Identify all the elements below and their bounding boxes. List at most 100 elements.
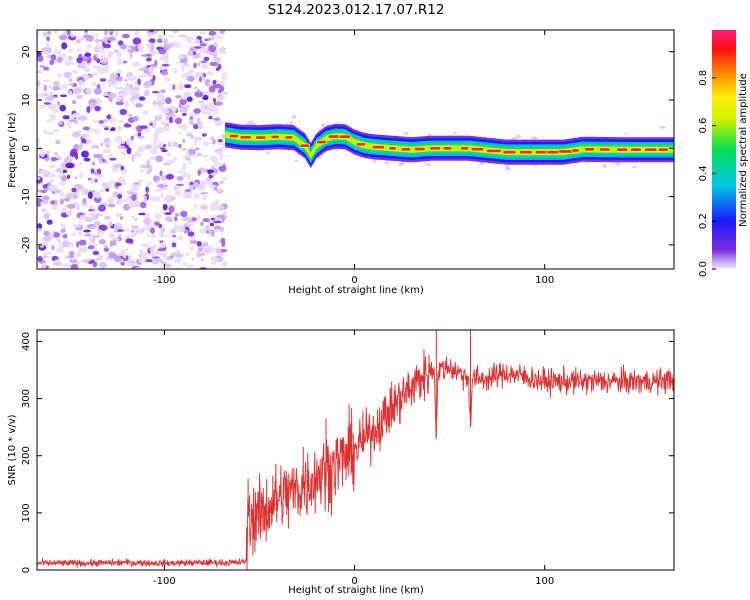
ridge-halo [479,161,484,165]
noise-blob [131,98,135,106]
noise-blob [107,153,114,158]
noise-blob [45,43,50,49]
noise-blob [168,34,175,38]
noise-blob [61,175,67,182]
noise-blob [202,241,208,248]
noise-blob [149,30,154,33]
noise-blob [70,263,79,269]
noise-blob [194,46,202,49]
noise-blob [200,47,204,54]
snr-axes: -100 0 100 0 100 200 300 400 [21,330,674,587]
ridge [223,114,674,170]
noise-blob [165,43,174,48]
noise-blob [108,30,115,33]
noise-blob [214,228,220,233]
noise-blob [179,106,189,113]
noise-blob [46,36,50,42]
noise-blob [190,245,194,251]
noise-blob [215,205,225,210]
noise-blob [68,251,74,259]
noise-blob [97,206,105,210]
noise-blob [45,96,54,102]
noise-blob [107,203,116,208]
noise-blob [183,171,187,178]
noise-blob [65,210,72,216]
noise-blob [87,191,93,199]
noise-blob [182,139,186,143]
noise-blob [155,180,160,184]
noise-blob [62,83,69,89]
noise-blob [202,218,210,223]
noise-blob [222,71,228,78]
noise-blob [104,244,109,248]
noise-blob [125,227,130,232]
noise-blob [158,103,164,111]
noise-blob [164,212,172,215]
noise-blob [187,148,196,155]
noise-blob [77,79,85,87]
noise-blob [126,262,136,267]
noise-blob [186,96,193,102]
noise-blob [151,232,156,239]
noise-blob [159,241,167,249]
noise-blob [189,48,194,51]
ridge-halo [246,120,254,125]
noise-blob [177,54,184,60]
noise-blob [129,75,137,82]
x-tick-label: 0 [351,576,357,587]
noise-blob [213,41,218,48]
noise-blob [114,97,123,101]
noise-blob [132,37,142,45]
noise-blob [159,170,163,176]
noise-blob [107,92,117,99]
noise-blob [64,156,73,164]
noise-blob [155,155,164,162]
noise-blob [37,70,43,74]
noise-blob [86,44,93,49]
noise-blob [209,222,215,227]
noise-blob [37,255,43,262]
snr-panel: -100 0 100 0 100 200 300 400 Height of straight… [7,329,675,596]
noise-blob [37,92,46,98]
noise-blob [72,223,82,228]
noise-blob [45,131,55,135]
noise-blob [84,234,92,237]
noise-blob [196,214,200,222]
noise-blob [158,141,165,147]
noise-blob [43,31,48,37]
noise-blob [78,246,88,254]
noise-blob [96,101,101,107]
noise-blob [104,143,111,148]
noise-blob [92,261,98,268]
noise-blob [47,30,51,35]
noise-blob [91,144,100,149]
noise-blob [149,155,158,161]
noise-blob [210,172,218,176]
noise-blob [74,49,83,52]
noise-blob [180,210,188,218]
noise-blob [179,98,187,105]
noise-blob [70,33,76,38]
spectrogram-ylabel: Frequency (Hz) [7,112,18,188]
noise-blob [181,165,186,172]
noise-blob [95,192,102,199]
ridge-halo [531,136,538,141]
noise-blob [192,153,198,159]
y-tick-label: 0 [21,567,32,573]
noise-blob [69,119,77,123]
noise-blob [198,101,205,104]
noise-blob [117,193,123,199]
noise-blob [82,126,90,131]
noise-blob [197,169,201,176]
noise-blob [219,152,224,160]
noise-blob [215,249,222,254]
noise-blob [41,208,47,212]
noise-blob [177,225,181,232]
noise-blob [112,167,119,173]
noise-blob [84,52,92,57]
noise-blob [122,178,126,186]
y-tick-label: 200 [21,446,32,465]
noise-blob [213,220,222,224]
noise-blob [82,134,87,137]
noise-blob [58,34,68,41]
